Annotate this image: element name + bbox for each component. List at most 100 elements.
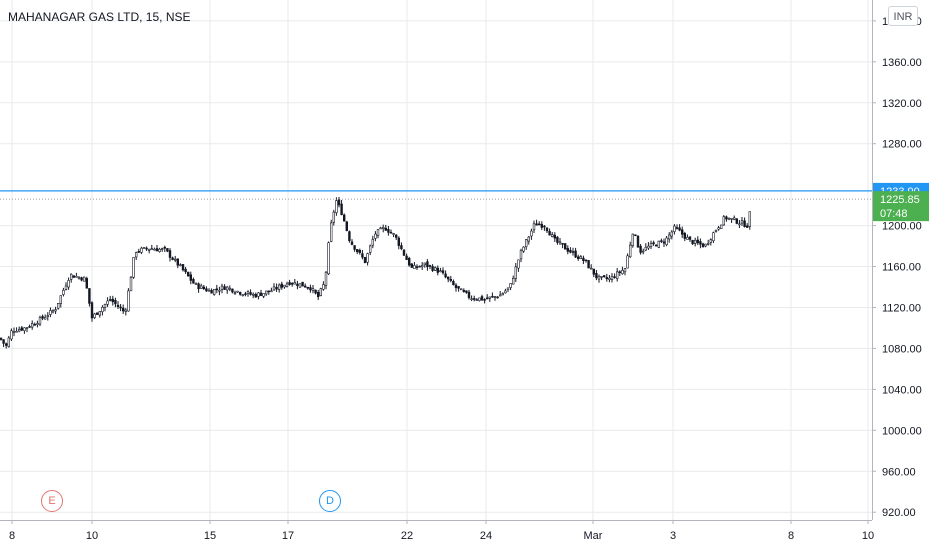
candle-body — [545, 227, 549, 232]
candle-body — [228, 287, 231, 290]
candle-body — [639, 245, 642, 253]
candle-body — [699, 241, 702, 245]
candle-body — [129, 276, 133, 292]
y-tick-label: 1320.00 — [882, 98, 922, 110]
countdown-label: 07:48 — [880, 208, 908, 220]
candle-body — [181, 264, 185, 271]
candle-body — [168, 250, 172, 258]
candle-body — [103, 303, 107, 308]
y-tick-label: 1280.00 — [882, 139, 922, 151]
time-axis[interactable]: 8 10 15 17 22 24 Mar 3 8 10 — [0, 520, 932, 550]
candle-body — [98, 311, 102, 316]
candle-body — [64, 285, 68, 290]
candle-body — [2, 339, 5, 344]
candle-body — [504, 290, 507, 294]
candle-body — [72, 275, 76, 278]
candle-body — [524, 239, 528, 248]
candle-body — [264, 290, 268, 295]
candle-body — [418, 265, 421, 268]
candle-body — [197, 283, 200, 290]
candle-body — [465, 290, 468, 293]
candle-body — [262, 293, 265, 297]
candle-body — [145, 247, 148, 250]
candle-body — [730, 218, 733, 220]
candle-body — [329, 222, 333, 242]
candle-body — [363, 256, 367, 264]
dividend-event-icon[interactable]: D — [319, 490, 341, 512]
candle-body — [673, 225, 676, 232]
candle-body — [192, 279, 195, 284]
candle-body — [210, 289, 213, 294]
candle-body — [444, 273, 447, 278]
candle-body — [122, 307, 125, 312]
candle-body — [634, 234, 637, 237]
candle-body — [446, 276, 450, 280]
candle-body — [12, 331, 16, 333]
candle-body — [602, 275, 606, 278]
candle-body — [254, 293, 257, 298]
y-tick-label: 1080.00 — [882, 343, 922, 355]
y-tick-label: 1200.00 — [882, 221, 922, 233]
candle-body — [218, 289, 221, 292]
candle-body — [696, 239, 700, 244]
candle-body — [205, 288, 208, 292]
candle-body — [626, 255, 629, 269]
candle-body — [678, 227, 681, 231]
candle-body — [426, 261, 429, 268]
candle-body — [270, 290, 273, 293]
candle-body — [472, 298, 476, 300]
candle-body — [717, 227, 720, 230]
candle-body — [350, 241, 354, 245]
candle-body — [303, 285, 307, 288]
y-tick-label: 960.00 — [882, 466, 916, 478]
candle-body — [420, 265, 424, 268]
candle-body — [101, 307, 104, 313]
candle-body — [332, 211, 335, 223]
candle-body — [652, 242, 655, 245]
candle-body — [246, 291, 250, 294]
candle-body — [67, 280, 70, 288]
candle-body — [366, 253, 369, 263]
candle-body — [535, 223, 538, 226]
candle-body — [83, 276, 86, 282]
candle-body — [740, 220, 744, 224]
candle-body — [569, 249, 572, 253]
candle-body — [571, 251, 575, 253]
candle-body — [293, 282, 296, 285]
candle-body — [610, 275, 614, 280]
candle-body — [77, 276, 81, 279]
candle-body — [714, 230, 718, 232]
candle-body — [436, 267, 439, 273]
candle-body — [176, 258, 179, 266]
candle-body — [667, 234, 671, 240]
candle-body — [93, 313, 96, 318]
candle-body — [17, 328, 21, 332]
candle-body — [36, 323, 39, 326]
candle-body — [20, 327, 23, 331]
candle-body — [579, 256, 583, 260]
earnings-event-icon[interactable]: E — [41, 490, 63, 512]
candle-body — [355, 249, 359, 252]
candle-body — [532, 223, 536, 231]
price-axis[interactable]: 1400.001360.001320.001280.001200.001160.… — [872, 0, 932, 550]
candle-body — [51, 310, 55, 313]
candle-body — [587, 260, 590, 269]
candle-body — [116, 304, 120, 308]
candle-body — [374, 233, 377, 239]
candle-body — [623, 268, 627, 273]
candle-body — [410, 263, 413, 268]
candle-body — [506, 287, 510, 290]
symbol-title[interactable]: MAHANAGAR GAS LTD, 15, NSE — [8, 10, 191, 24]
candle-body — [654, 244, 658, 247]
candle-body — [553, 234, 557, 239]
candle-body — [163, 246, 166, 249]
candle-body — [10, 330, 13, 340]
currency-badge[interactable]: INR — [888, 6, 918, 26]
candle-body — [283, 284, 286, 288]
candle-body — [49, 310, 52, 315]
candle-body — [462, 289, 465, 292]
candle-body — [452, 280, 455, 286]
candle-body — [574, 250, 577, 258]
candle-body — [561, 242, 564, 245]
